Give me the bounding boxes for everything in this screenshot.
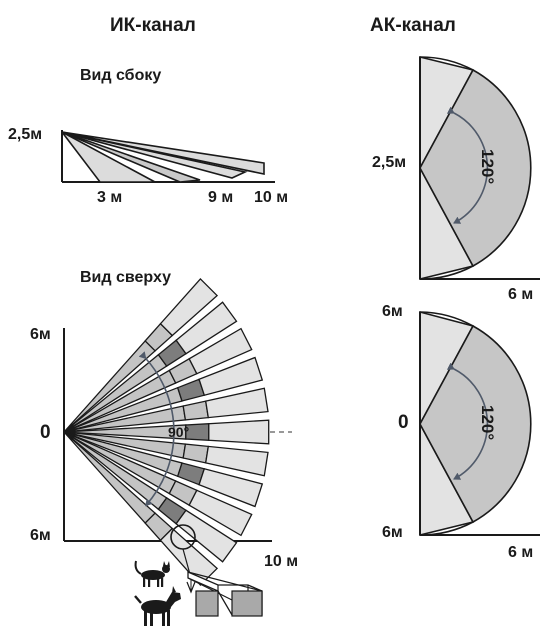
side-view-title: Вид сбоку — [80, 67, 161, 84]
side-distance-10m: 10 м — [254, 189, 288, 206]
pet-immunity-zone — [187, 571, 263, 617]
ir-beam-11-outer — [159, 527, 219, 587]
side-beam-mid — [61, 131, 201, 183]
ac-lower-angle-arc — [446, 362, 489, 480]
side-distance-3m: 3 м — [97, 189, 122, 206]
beam-block-2 — [231, 590, 263, 617]
beam-block-1 — [195, 590, 219, 617]
ac-lower-x-label: 6 м — [508, 544, 533, 561]
ac-lower-y-zero-label: 0 — [398, 412, 409, 433]
ac-lower-y-bottom-label: 6м — [382, 524, 403, 541]
ir-beam-2-outer — [175, 301, 238, 355]
ir-angle-label: 90° — [168, 424, 189, 440]
callout-arrow-icon — [186, 581, 196, 594]
ir-beam-5-ring — [182, 400, 210, 421]
ir-beam-1-outer — [159, 277, 219, 337]
ir-side-view: Вид сбоку 2,5м 3 м 9 м 10 м — [8, 67, 288, 206]
side-height-label: 2,5м — [8, 126, 42, 143]
ir-top-view: Вид сверху 90° 6м 0 6м 10 м — [30, 269, 298, 594]
ac-upper-angle-label: 120° — [478, 149, 497, 184]
top-y-zero-label: 0 — [40, 422, 51, 443]
ac-upper-view: 120° 2,5м 6 м — [372, 55, 540, 303]
ir-beam-3-outer — [188, 327, 253, 375]
side-distance-9m: 9 м — [208, 189, 233, 206]
ir-beam-7-ring — [182, 443, 210, 464]
ir-beam-8-outer — [198, 468, 264, 508]
side-beam-9m — [61, 131, 248, 179]
side-beam-3m — [61, 131, 156, 183]
ac-upper-height-label: 2,5м — [372, 154, 406, 171]
top-x-label: 10 м — [264, 553, 298, 570]
dog-icon — [134, 586, 181, 626]
ac-upper-x-label: 6 м — [508, 286, 533, 303]
ir-beam-9-outer — [188, 489, 253, 537]
ac-lower-y-top-label: 6м — [382, 303, 403, 320]
ir-beam-6-outer — [208, 419, 270, 445]
ir-beam-6-ring — [185, 423, 210, 441]
ir-channel-title: ИК-канал — [110, 15, 196, 36]
ir-beam-4-outer — [198, 356, 264, 396]
ac-lower-view: 120° 6м 0 6м 6 м — [382, 303, 540, 561]
ac-upper-angle-arc — [446, 106, 489, 224]
ir-beam-5-outer — [204, 387, 269, 419]
cat-icon — [134, 560, 170, 587]
ac-lower-angle-label: 120° — [478, 405, 497, 440]
beam-top-edge — [187, 571, 263, 592]
ir-detection-fan — [63, 277, 270, 587]
ir-angle-arc — [138, 351, 175, 507]
ir-beam-7-outer — [204, 445, 269, 477]
top-view-title: Вид сверху — [80, 269, 171, 286]
ac-channel-title: АК-канал — [370, 15, 456, 36]
ir-beam-10-outer — [175, 509, 238, 563]
top-y-top-label: 6м — [30, 326, 51, 343]
top-y-bottom-label: 6м — [30, 527, 51, 544]
